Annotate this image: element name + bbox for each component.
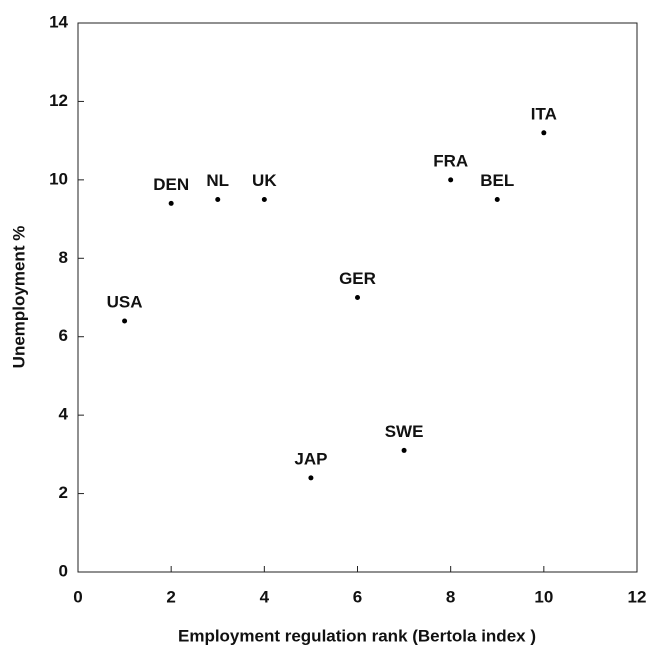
x-tick-label: 10 bbox=[534, 587, 553, 606]
y-tick-label: 6 bbox=[59, 326, 68, 345]
point bbox=[448, 177, 454, 183]
point-label: UK bbox=[252, 171, 277, 190]
point bbox=[215, 196, 221, 202]
y-tick-label: 10 bbox=[49, 169, 68, 188]
y-tick-label: 4 bbox=[59, 405, 69, 424]
point-label: ITA bbox=[531, 104, 557, 123]
x-tick-label: 8 bbox=[446, 587, 455, 606]
point-label: SWE bbox=[385, 422, 424, 441]
x-tick-label: 6 bbox=[353, 587, 362, 606]
point-label: DEN bbox=[153, 175, 189, 194]
point bbox=[308, 475, 314, 481]
y-tick-label: 8 bbox=[59, 248, 68, 267]
point bbox=[355, 295, 360, 300]
point bbox=[122, 318, 128, 324]
x-axis-title: Employment regulation rank (Bertola inde… bbox=[178, 626, 536, 645]
point-label: JAP bbox=[294, 449, 327, 468]
y-tick-label: 14 bbox=[49, 12, 68, 31]
point bbox=[168, 200, 174, 206]
point-label: FRA bbox=[433, 151, 468, 170]
point-label: NL bbox=[206, 171, 229, 190]
x-tick-label: 2 bbox=[166, 587, 175, 606]
x-tick-label: 0 bbox=[73, 587, 82, 606]
point-label: BEL bbox=[480, 171, 514, 190]
point bbox=[494, 196, 500, 202]
y-tick-label: 2 bbox=[59, 483, 68, 502]
point bbox=[401, 447, 407, 453]
x-tick-label: 4 bbox=[260, 587, 270, 606]
point bbox=[261, 196, 267, 202]
point-label: GER bbox=[339, 269, 376, 288]
y-axis-title: Unemployment % bbox=[9, 226, 28, 369]
point-label: USA bbox=[107, 293, 143, 312]
y-tick-label: 12 bbox=[49, 91, 68, 110]
point bbox=[541, 130, 547, 136]
y-tick-label: 0 bbox=[59, 561, 68, 580]
x-tick-label: 12 bbox=[628, 587, 647, 606]
